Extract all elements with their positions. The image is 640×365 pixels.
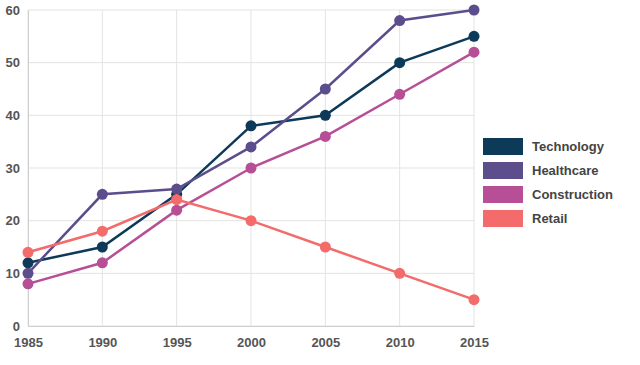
grid-line-x — [102, 10, 103, 326]
series-marker — [469, 31, 480, 42]
grid-line-x — [325, 10, 326, 326]
legend-swatch — [483, 162, 523, 179]
series-marker — [394, 15, 405, 26]
legend-swatch — [483, 210, 523, 227]
series-marker — [394, 89, 405, 100]
series-marker — [394, 57, 405, 68]
x-tick: 2000 — [237, 326, 266, 350]
y-tick: 20 — [6, 213, 28, 228]
series-marker — [320, 131, 331, 142]
series-line — [28, 36, 474, 262]
x-tick-label: 1990 — [88, 335, 117, 350]
series-marker — [97, 257, 108, 268]
series-line — [28, 52, 474, 284]
legend-swatch — [483, 186, 523, 203]
series-marker — [394, 268, 405, 279]
series-group — [23, 5, 480, 306]
x-tick-label: 2000 — [237, 335, 266, 350]
series-marker — [23, 247, 34, 258]
y-tick-label: 60 — [6, 3, 20, 18]
y-tick: 50 — [6, 55, 28, 70]
series-marker — [246, 141, 257, 152]
chart: 1985 1990 1995 2000 2005 2010 2015 0 10 20 30 40 50 6… — [0, 0, 640, 365]
series-marker — [246, 163, 257, 174]
legend-label: Technology — [532, 139, 605, 154]
series-marker — [246, 215, 257, 226]
series-line — [28, 200, 474, 300]
series-marker — [23, 257, 34, 268]
series-marker — [171, 184, 182, 195]
series-marker — [246, 120, 257, 131]
y-tick-label: 40 — [6, 108, 20, 123]
series-marker — [320, 84, 331, 95]
x-axis: 1985 1990 1995 2000 2005 2010 2015 — [14, 326, 489, 350]
y-tick-label: 10 — [6, 266, 20, 281]
series-marker — [23, 268, 34, 279]
series-marker — [97, 242, 108, 253]
y-tick: 0 — [13, 319, 28, 334]
y-tick-label: 20 — [6, 213, 20, 228]
legend-label: Construction — [532, 187, 613, 202]
grid — [28, 10, 474, 326]
series-marker — [23, 278, 34, 289]
legend-label: Retail — [532, 211, 567, 226]
x-tick-label: 2005 — [311, 335, 340, 350]
x-tick-label: 2010 — [386, 335, 415, 350]
series-marker — [97, 226, 108, 237]
y-tick-label: 30 — [6, 161, 20, 176]
y-tick: 60 — [6, 3, 28, 18]
x-tick: 1995 — [163, 326, 192, 350]
x-tick: 2005 — [311, 326, 340, 350]
x-axis-line — [29, 326, 475, 327]
grid-line-x — [176, 10, 177, 326]
legend-label: Healthcare — [532, 163, 598, 178]
y-tick: 40 — [6, 108, 28, 123]
series-marker — [97, 189, 108, 200]
y-tick: 30 — [6, 161, 28, 176]
series-marker — [469, 47, 480, 58]
x-tick-label: 2015 — [460, 335, 489, 350]
x-tick: 2010 — [386, 326, 415, 350]
legend: Technology Healthcare Construction Retail — [483, 138, 613, 227]
y-tick-label: 50 — [6, 55, 20, 70]
x-tick-label: 1995 — [163, 335, 192, 350]
y-tick-label: 0 — [13, 319, 20, 334]
series-marker — [469, 294, 480, 305]
series-marker — [171, 205, 182, 216]
x-tick-label: 1985 — [14, 335, 43, 350]
plot: 1985 1990 1995 2000 2005 2010 2015 0 10 20 30 40 50 6… — [6, 3, 489, 351]
series-marker — [320, 242, 331, 253]
x-tick: 2015 — [460, 326, 489, 350]
x-tick: 1990 — [88, 326, 117, 350]
legend-swatch — [483, 138, 523, 155]
series-marker — [469, 5, 480, 16]
series-marker — [320, 110, 331, 121]
series-marker — [171, 194, 182, 205]
